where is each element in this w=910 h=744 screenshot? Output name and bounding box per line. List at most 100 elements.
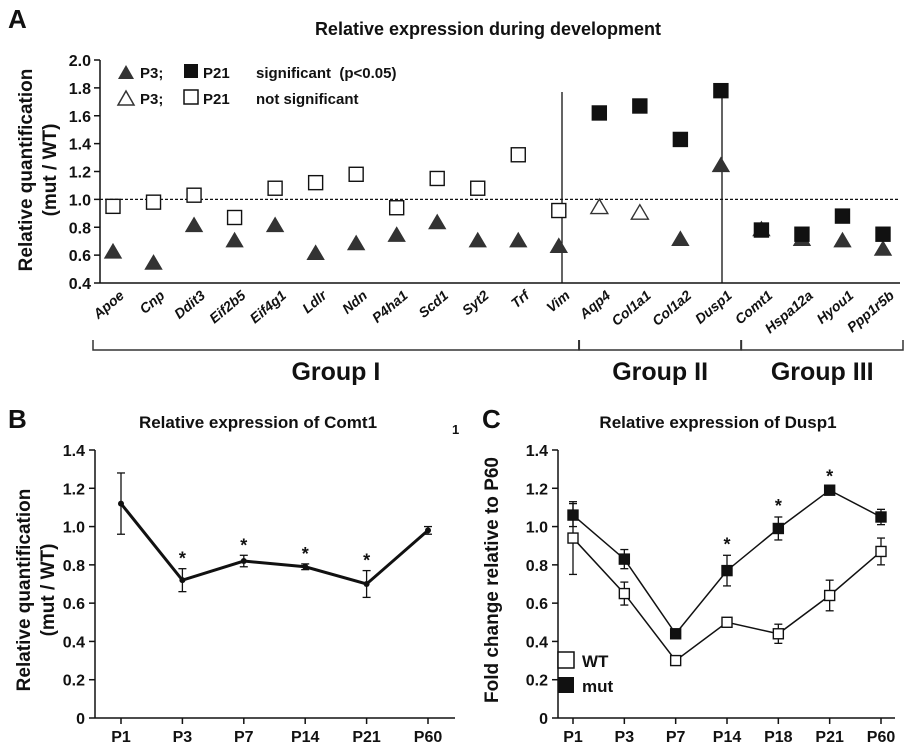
panel-c-title: Relative expression of Dusp1: [599, 413, 836, 432]
panel-a-y-tick-label: 0.6: [69, 248, 91, 265]
panel-a-p3-point: [873, 240, 893, 256]
panel-b-y-tick-label: 0.4: [63, 634, 85, 651]
panel-b-corner-mark: 1: [452, 422, 459, 437]
panel-a-y-tick-label: 0.4: [69, 276, 91, 293]
panel-c-y-tick-label: 1.4: [526, 443, 548, 460]
panel-a-gene-label: Cnp: [136, 287, 167, 317]
panel-b-title: Relative expression of Comt1: [139, 413, 377, 432]
panel-b-x-tick-label: P3: [173, 729, 193, 744]
panel-b-point: [425, 527, 431, 534]
legend-row2-p21: P21: [203, 91, 230, 108]
panel-a-y-tick-label: 1.8: [69, 81, 91, 98]
panel-b-significance-mark: *: [302, 544, 309, 564]
panel-a-gene-label: Eif4g1: [247, 287, 290, 326]
panel-c-mut-point: [618, 553, 631, 565]
panel-c-x-tick-label: P3: [615, 729, 635, 744]
panel-a-group-label: Group I: [291, 358, 380, 386]
panel-c-mut-point: [772, 522, 785, 535]
panel-a-y-axis: 0.4 0.6 0.8 1.0 1.2 1.4 1.6 1.8 2.0: [69, 53, 101, 293]
panel-c-wt-point: [567, 532, 579, 544]
panel-a-p21-point: [753, 222, 770, 238]
panel-a-gene-label: Dusp1: [692, 287, 735, 327]
panel-a-gene-label: Col1a2: [649, 287, 695, 329]
panel-a-p21-point: [632, 98, 648, 114]
panel-c-y-tick-label: 0.4: [526, 634, 548, 651]
panel-b-y-tick-label: 0.8: [63, 558, 85, 575]
legend-row1-p21: P21: [203, 65, 230, 82]
panel-a-y-tick-label: 0.8: [69, 220, 91, 237]
panel-a-p21-point: [794, 226, 810, 242]
panel-c-wt-point: [823, 589, 836, 602]
panel-c-x-tick-label: P7: [666, 729, 686, 744]
panel-c-wt-point: [875, 545, 887, 558]
panel-a-groups: Group I Group II Group III: [92, 340, 904, 386]
panel-a-legend: P3; P21 significant (p<0.05) P3; P21 not…: [116, 64, 396, 108]
panel-a-p21-point: [145, 194, 162, 210]
panel-a-p21-point: [713, 82, 729, 99]
panel-b-significance-mark: *: [179, 549, 186, 569]
panel-b-series-line: [119, 502, 429, 586]
panel-a: Relative expression during development R…: [16, 19, 904, 386]
panel-c-marks: * * *: [567, 466, 887, 667]
panel-a-p21-point: [348, 166, 364, 182]
panel-a-gene-label: Ldlr: [299, 286, 331, 316]
panel-b-y-tick-label: 1.0: [63, 520, 85, 537]
panel-a-p21-point: [388, 200, 405, 216]
panel-a-p3-point: [346, 234, 366, 251]
panel-c-wt-point: [721, 616, 733, 628]
panel-a-p21-point: [226, 209, 243, 226]
panel-c-x-tick-label: P60: [867, 729, 896, 744]
panel-b-y-tick-label: 0.6: [63, 596, 85, 613]
panel-a-p21-point: [105, 198, 121, 215]
panel-c-y-tick-label: 0: [539, 711, 548, 728]
panel-a-group-label: Group III: [771, 358, 874, 386]
panel-b-x-tick-label: P1: [111, 729, 131, 744]
panel-b-significance-mark: *: [363, 551, 370, 571]
panel-c-x-tick-label: P18: [764, 729, 793, 744]
panel-b-marks: * * * *: [117, 472, 432, 599]
panel-c-mut-point: [721, 564, 733, 577]
panel-c-y-tick-label: 0.8: [526, 558, 548, 575]
panel-a-gene-label: Scd1: [415, 287, 451, 321]
panel-a-p21-point: [186, 187, 202, 203]
panel-a-gene-label: Ndn: [339, 287, 370, 317]
panel-letter-b: B: [8, 404, 27, 434]
panel-b-axes: 0 0.2 0.4 0.6 0.8 1.0 1.2 1.4 P1 P3 P7 P14 P21 P60: [63, 443, 455, 744]
panel-c-wt-point: [618, 587, 631, 600]
panel-c-y-tick-label: 1.0: [526, 520, 548, 537]
panel-c-y-tick-label: 0.6: [526, 596, 548, 613]
panel-a-p3-point: [509, 231, 528, 248]
panel-c-axes: 0 0.2 0.4 0.6 0.8 1.0 1.2 1.4 P1 P3 P7 P14 P18 P21 P60: [526, 443, 896, 744]
panel-a-p3-point: [549, 237, 568, 253]
panel-c-wt-point: [772, 628, 785, 640]
panel-b-ylabel-line1: Relative quantification: [14, 489, 35, 692]
panel-a-group-bracket: [578, 340, 742, 351]
panel-b-y-tick-label: 0: [76, 711, 85, 728]
panel-a-p3-point: [711, 156, 731, 173]
panel-c-mut-point: [567, 509, 579, 521]
panel-a-group-bracket: [92, 340, 580, 351]
panel-a-gene-label: Ddit3: [171, 287, 208, 322]
panel-a-p3-point: [184, 216, 204, 233]
panel-a-p3-point: [589, 197, 610, 215]
panel-a-p21-point: [672, 131, 689, 148]
panel-a-p21-point: [834, 208, 851, 224]
panel-c-mut-point: [875, 511, 887, 523]
panel-a-gene-label: Vim: [543, 287, 573, 315]
panel-c-y-tick-label: 0.2: [526, 673, 548, 690]
panel-a-p3-point: [144, 254, 163, 270]
panel-a-p21-point: [510, 147, 526, 163]
panel-a-p3-point: [387, 226, 406, 242]
panel-b-x-tick-label: P60: [414, 729, 443, 744]
panel-c-significance-mark: *: [775, 496, 782, 516]
legend-p21-significant-marker: [184, 64, 198, 78]
panel-a-y-tick-label: 2.0: [69, 53, 91, 70]
panel-a-gene-label: Trf: [508, 286, 533, 311]
legend-wt-marker: [557, 651, 575, 669]
panel-b: Relative expression of Comt1 1 Relative …: [14, 413, 459, 744]
panel-a-p3-point: [630, 203, 650, 220]
panel-a-gene-label: Syt2: [459, 287, 492, 318]
panel-a-y-tick-label: 1.2: [69, 165, 91, 182]
panel-b-y-tick-label: 0.2: [63, 673, 85, 690]
